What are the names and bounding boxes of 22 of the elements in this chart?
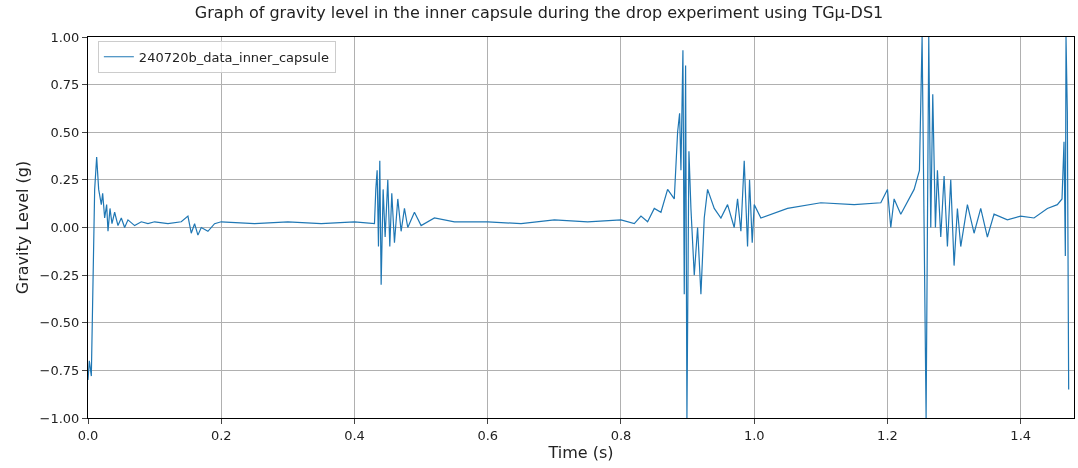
line-series	[88, 37, 1070, 418]
x-tick-label: 1.4	[1010, 427, 1032, 443]
x-tick-label: 0.2	[210, 427, 232, 443]
y-tick-label: 0.25	[50, 172, 80, 188]
x-tick-label: 0.4	[344, 427, 365, 443]
y-tick-label: 0.00	[50, 220, 80, 236]
y-axis-title: Gravity Level (g)	[13, 160, 33, 295]
x-tick-label: 1.0	[743, 427, 765, 443]
x-tick-label: 0.6	[477, 427, 499, 443]
x-tick-label: 0.8	[610, 427, 632, 443]
x-tick-label: 1.2	[877, 427, 898, 443]
x-axis-title: Time (s)	[547, 442, 614, 462]
legend-label: 240720b_data_inner_capsule	[138, 49, 329, 65]
y-tick-label: −0.75	[39, 362, 80, 378]
y-tick-label: −0.50	[39, 315, 80, 331]
y-tick-label: 0.50	[50, 124, 80, 140]
y-tick-label: −1.00	[39, 410, 80, 426]
chart-title: Graph of gravity level in the inner capsule during the drop experiment using TGμ-DS1	[194, 3, 884, 23]
y-tick-label: 1.00	[50, 29, 80, 45]
y-tick-label: 0.75	[50, 77, 80, 93]
y-tick-label: −0.25	[39, 267, 80, 283]
x-tick-label: 0.0	[77, 427, 99, 443]
